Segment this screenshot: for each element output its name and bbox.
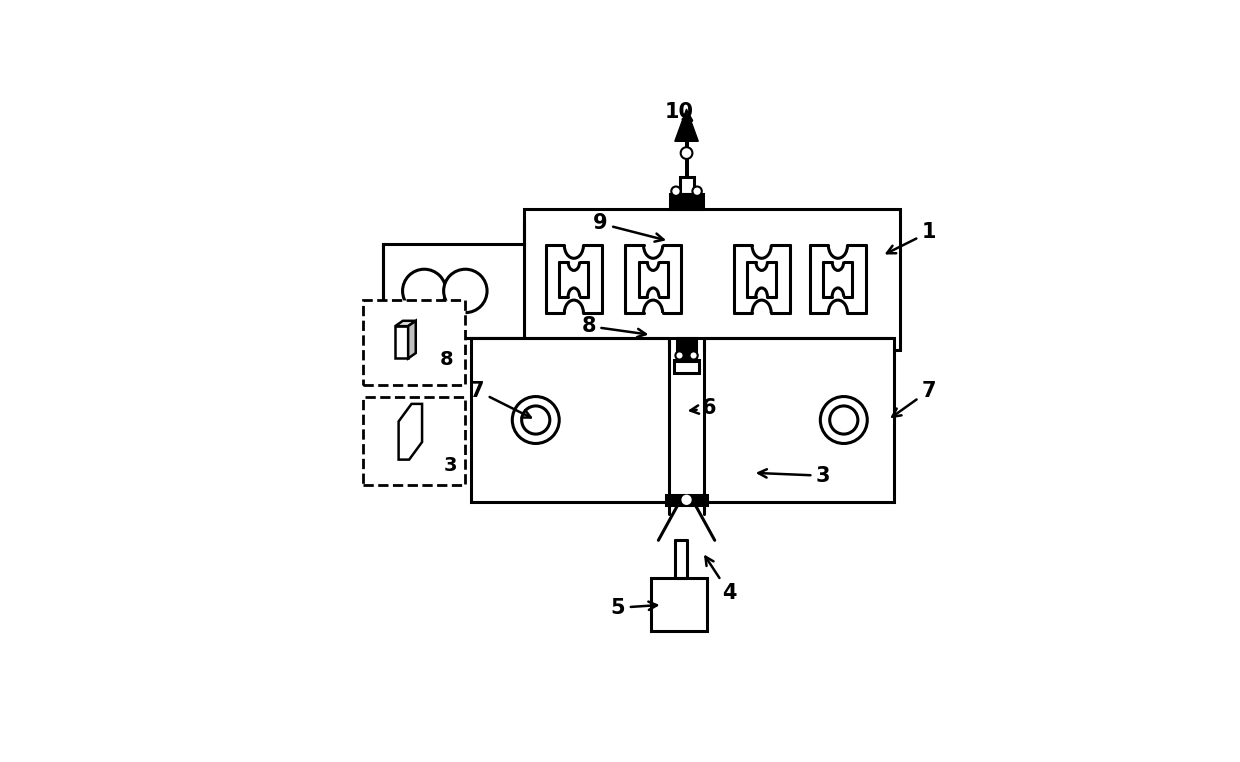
Circle shape (689, 351, 698, 360)
Text: 5: 5 (610, 597, 657, 618)
Circle shape (692, 187, 702, 196)
Polygon shape (396, 321, 415, 326)
Bar (673, 360, 699, 373)
Bar (666, 495, 707, 505)
Bar (670, 194, 703, 209)
Bar (525, 209, 899, 350)
Circle shape (512, 396, 559, 443)
Bar (362, 396, 465, 485)
Polygon shape (408, 321, 415, 358)
Circle shape (830, 406, 858, 434)
Bar (680, 177, 693, 194)
Text: 9: 9 (593, 213, 663, 242)
Text: 4: 4 (706, 557, 737, 603)
Text: 7: 7 (470, 381, 531, 418)
Circle shape (671, 187, 681, 196)
Bar (362, 299, 465, 385)
Text: 3: 3 (443, 456, 456, 475)
Polygon shape (396, 326, 408, 358)
Circle shape (682, 496, 691, 504)
Polygon shape (398, 404, 422, 459)
Bar (651, 578, 707, 631)
Bar (471, 338, 894, 502)
Text: 8: 8 (440, 350, 454, 369)
Text: 3: 3 (759, 466, 831, 485)
Text: 8: 8 (582, 316, 646, 337)
Bar (383, 244, 525, 338)
Circle shape (522, 406, 549, 434)
Text: 6: 6 (691, 399, 717, 418)
Circle shape (444, 269, 487, 312)
Circle shape (821, 396, 867, 443)
Bar (677, 338, 696, 361)
Text: 10: 10 (665, 102, 694, 122)
Text: 1: 1 (887, 223, 936, 253)
Circle shape (681, 147, 692, 159)
Polygon shape (675, 109, 698, 141)
Circle shape (403, 269, 446, 312)
Circle shape (676, 351, 683, 360)
Text: 7: 7 (893, 381, 936, 417)
